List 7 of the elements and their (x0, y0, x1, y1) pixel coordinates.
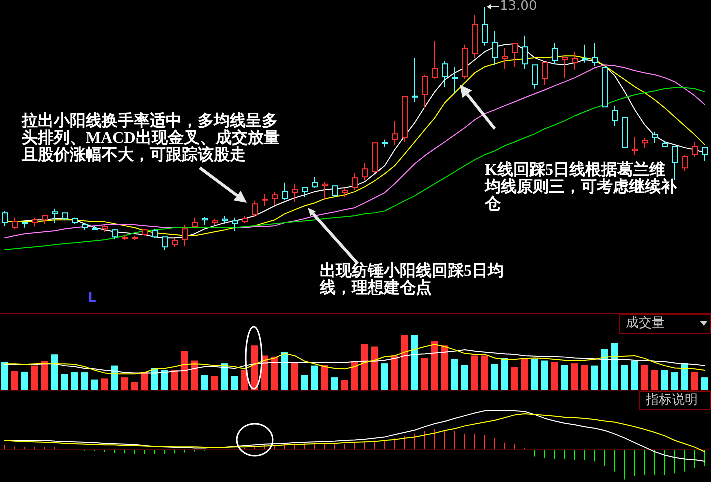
annotation: K线回踩5日线根据葛兰维均线原则三，可考虑继续补仓 (485, 162, 678, 213)
text: 出现纺锤小阳线回踩5日均线，理想建仓点 (320, 263, 505, 297)
text: L (88, 290, 98, 307)
text: 指标说明 (639, 391, 711, 410)
annotation: 13.00 (500, 0, 538, 15)
chart-title: 成交量 (619, 314, 711, 334)
annotation: 拉出小阳线换手率适中，多均线呈多头排列、MACD出现金叉、成交放量且股价涨幅不大，可跟踪该股走 (22, 113, 281, 164)
